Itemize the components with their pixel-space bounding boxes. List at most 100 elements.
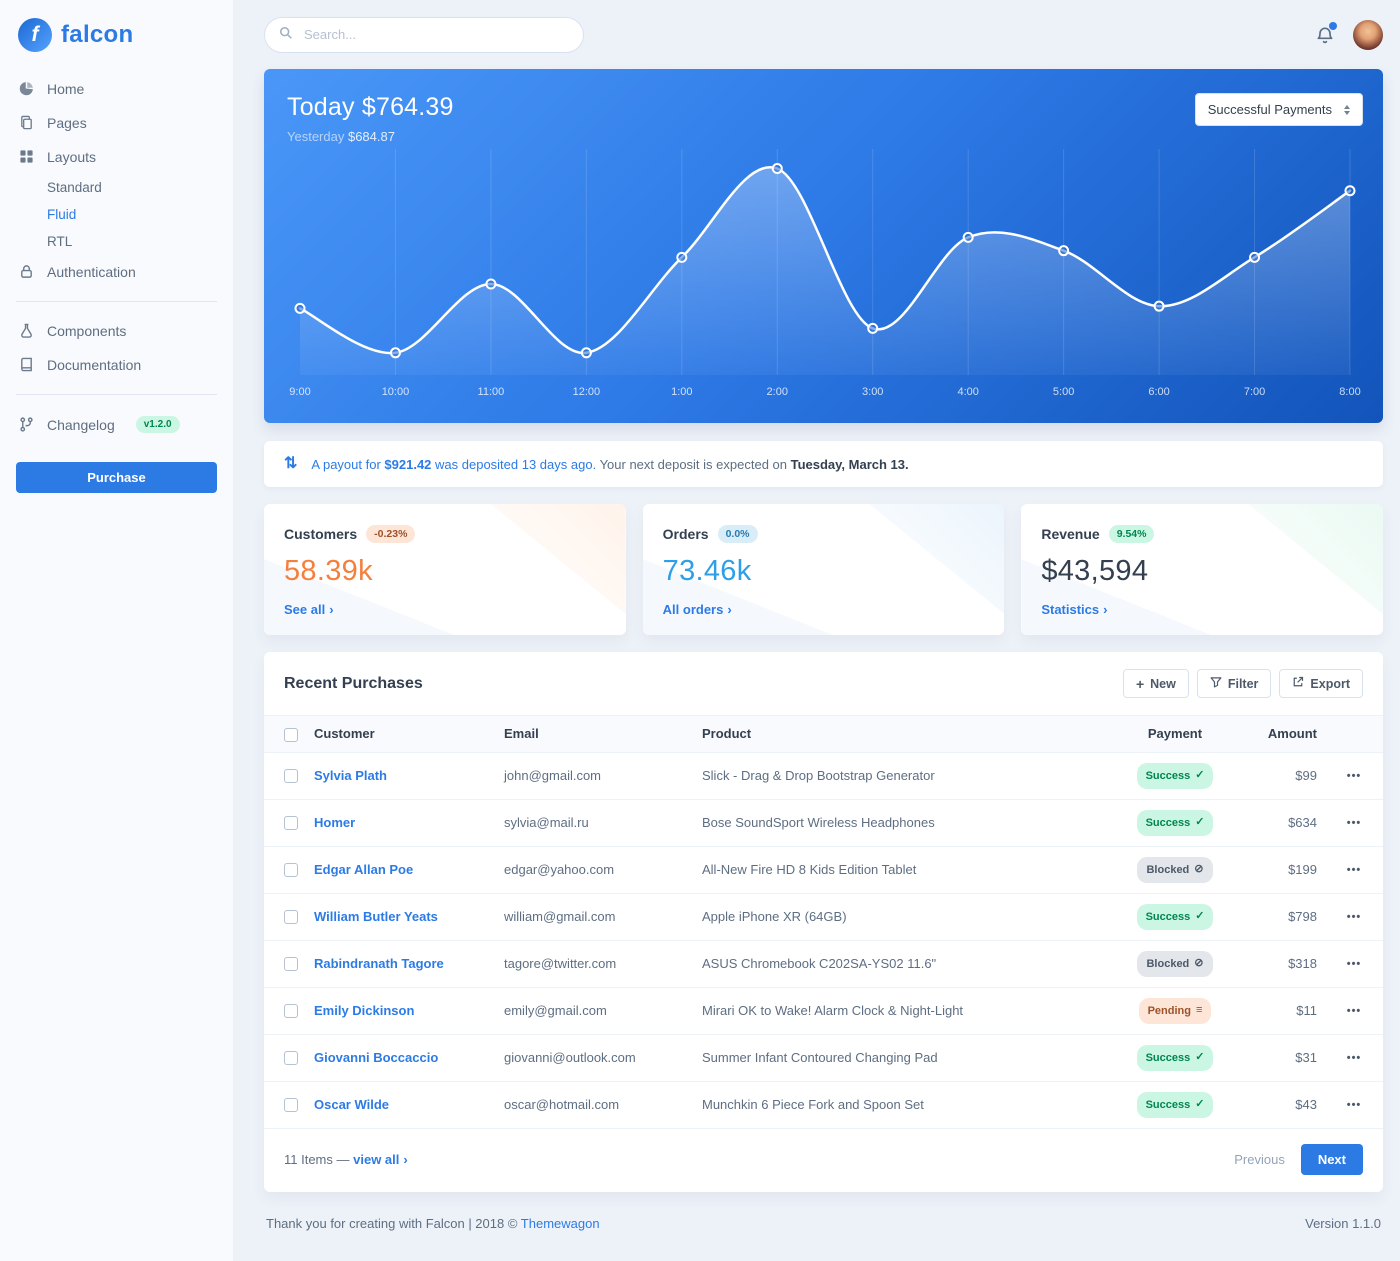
row-actions-button[interactable]: •••: [1346, 817, 1362, 830]
row-actions-button[interactable]: •••: [1346, 1099, 1362, 1112]
customer-link[interactable]: William Butler Yeats: [314, 908, 438, 924]
export-button[interactable]: Export: [1279, 669, 1363, 698]
column-header-amount: Amount: [1241, 715, 1325, 753]
svg-text:12:00: 12:00: [573, 386, 601, 398]
notifications-button[interactable]: [1315, 21, 1337, 45]
plus-icon: +: [1135, 675, 1145, 692]
payment-label: Success: [1145, 816, 1191, 829]
payments-filter-select[interactable]: Successful Payments: [1194, 93, 1363, 126]
svg-text:5:00: 5:00: [1053, 386, 1074, 398]
product-cell: ASUS Chromebook C202SA-YS02 11.6": [694, 940, 1109, 988]
row-actions-button[interactable]: •••: [1346, 770, 1362, 783]
row-checkbox[interactable]: [284, 957, 298, 972]
column-header-email: Email: [496, 715, 694, 753]
sidebar-item-components[interactable]: Components: [16, 314, 217, 348]
exchange-arrows-icon: ⇅: [284, 455, 298, 472]
brand-name: falcon: [61, 21, 134, 48]
table-row: Oscar Wilde oscar@hotmail.com Munchkin 6…: [264, 1081, 1383, 1129]
brand[interactable]: f falcon: [16, 0, 217, 72]
avatar[interactable]: [1353, 19, 1383, 50]
product-cell: Munchkin 6 Piece Fork and Spoon Set: [694, 1081, 1109, 1129]
payments-filter-value: Successful Payments: [1207, 102, 1332, 117]
purchase-button[interactable]: Purchase: [16, 462, 217, 493]
all-orders-link[interactable]: All orders ›: [662, 602, 732, 617]
customer-link[interactable]: Emily Dickinson: [314, 1002, 415, 1018]
column-header-customer: Customer: [306, 715, 496, 753]
chevron-right-icon: ›: [329, 602, 334, 617]
row-checkbox[interactable]: [284, 863, 298, 878]
see-all-link[interactable]: See all ›: [284, 602, 334, 617]
row-actions-button[interactable]: •••: [1346, 958, 1362, 971]
previous-button[interactable]: Previous: [1234, 1151, 1285, 1167]
row-checkbox[interactable]: [284, 910, 298, 925]
svg-text:6:00: 6:00: [1148, 386, 1169, 398]
purchases-table: Customer Email Product Payment Amount Sy…: [264, 715, 1383, 1129]
email-cell: emily@gmail.com: [496, 987, 694, 1035]
payment-status-icon: ✓: [1195, 910, 1205, 923]
book-icon: [19, 357, 35, 373]
sidebar-item-authentication[interactable]: Authentication: [16, 255, 217, 289]
new-button[interactable]: + New: [1122, 669, 1189, 698]
svg-text:3:00: 3:00: [862, 386, 883, 398]
payment-label: Success: [1145, 769, 1191, 782]
payment-label: Success: [1145, 910, 1191, 923]
row-actions-button[interactable]: •••: [1346, 911, 1362, 924]
payment-status-icon: ✓: [1195, 816, 1205, 829]
search-input[interactable]: [302, 26, 569, 43]
purchases-title: Recent Purchases: [284, 674, 423, 692]
themewagon-link[interactable]: Themewagon: [520, 1215, 600, 1231]
grid-layout-icon: [19, 149, 35, 165]
customer-link[interactable]: Homer: [314, 814, 356, 830]
flask-icon: [19, 323, 35, 339]
column-header-payment: Payment: [1109, 715, 1241, 753]
payment-status-icon: ⊘: [1194, 863, 1204, 876]
next-button[interactable]: Next: [1300, 1143, 1363, 1175]
sidebar-item-home[interactable]: Home: [16, 72, 217, 106]
layouts-submenu: Standard Fluid RTL: [16, 174, 217, 255]
sidebar-item-standard[interactable]: Standard: [47, 180, 102, 195]
customer-link[interactable]: Oscar Wilde: [314, 1096, 390, 1112]
payment-label: Success: [1145, 1098, 1191, 1111]
row-checkbox[interactable]: [284, 1004, 298, 1019]
amount-cell: $199: [1241, 846, 1325, 894]
amount-cell: $798: [1241, 893, 1325, 941]
yesterday-amount: Yesterday $684.87: [287, 129, 395, 144]
customer-link[interactable]: Edgar Allan Poe: [314, 861, 414, 877]
purchases-header: Recent Purchases + New Filter Export: [264, 652, 1383, 715]
version-text: Version 1.1.0: [1305, 1215, 1381, 1231]
filter-funnel-icon: [1210, 676, 1222, 691]
table-row: Homer sylvia@mail.ru Bose SoundSport Wir…: [264, 799, 1383, 847]
customer-link[interactable]: Giovanni Boccaccio: [314, 1049, 439, 1065]
row-checkbox[interactable]: [284, 1051, 298, 1066]
sidebar-item-layouts[interactable]: Layouts: [16, 140, 217, 174]
sidebar-item-rtl[interactable]: RTL: [47, 234, 73, 249]
customer-link[interactable]: Sylvia Plath: [314, 767, 387, 783]
row-actions-button[interactable]: •••: [1346, 1005, 1362, 1018]
orders-card: Orders 0.0% 73.46k All orders ›: [642, 504, 1005, 635]
row-actions-button[interactable]: •••: [1346, 864, 1362, 877]
filter-button[interactable]: Filter: [1196, 669, 1272, 698]
sidebar-nav: Home Pages Layouts Standard Fluid RTL: [16, 72, 217, 493]
column-header-actions: [1325, 715, 1383, 753]
sidebar-item-changelog[interactable]: Changelog v1.2.0: [16, 407, 217, 442]
payout-link[interactable]: A payout for $921.42 was deposited 13 da…: [311, 456, 597, 472]
row-checkbox[interactable]: [284, 1098, 298, 1113]
svg-text:11:00: 11:00: [478, 386, 505, 398]
statistics-link[interactable]: Statistics ›: [1041, 602, 1108, 617]
chart-header: Today $764.39 Yesterday $684.87 Successf…: [264, 69, 1383, 144]
sidebar-item-label: Layouts: [47, 149, 97, 165]
customer-link[interactable]: Rabindranath Tagore: [314, 955, 444, 971]
row-checkbox[interactable]: [284, 769, 298, 784]
sidebar-item-documentation[interactable]: Documentation: [16, 348, 217, 382]
sidebar-item-label: Home: [47, 81, 85, 97]
sidebar-item-pages[interactable]: Pages: [16, 106, 217, 140]
stats-row: Customers -0.23% 58.39k See all › Orders …: [264, 504, 1383, 635]
sidebar-item-fluid[interactable]: Fluid: [47, 207, 77, 222]
row-actions-button[interactable]: •••: [1346, 1052, 1362, 1065]
view-all-link[interactable]: view all ›: [353, 1151, 408, 1167]
select-all-checkbox[interactable]: [284, 727, 298, 742]
svg-text:10:00: 10:00: [382, 386, 410, 398]
payment-status-icon: ✓: [1195, 1051, 1205, 1064]
row-checkbox[interactable]: [284, 816, 298, 831]
topbar-right: [1315, 19, 1383, 50]
